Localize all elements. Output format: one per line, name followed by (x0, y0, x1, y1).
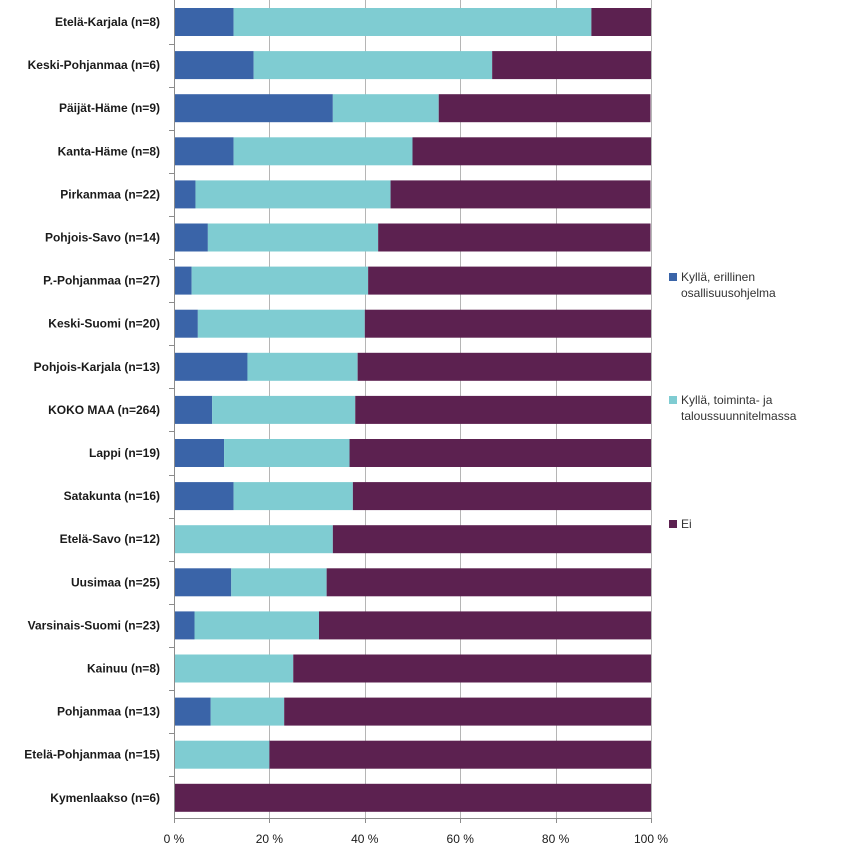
bar-segment-series-2 (269, 740, 651, 769)
bar-segment-series-0 (174, 395, 213, 424)
category-labels: Etelä-Karjala (n=8) Keski-Pohjanmaa (n=6)… (24, 15, 160, 805)
bar-segment-series-2 (591, 8, 651, 36)
bar-segment-series-0 (174, 352, 248, 381)
bar-segment-series-2 (368, 266, 651, 295)
category-label: Kanta-Häme (n=8) (58, 144, 160, 158)
bar-segment-series-2 (355, 395, 651, 424)
category-label: Etelä-Pohjanmaa (n=15) (24, 748, 160, 762)
category-label: Uusimaa (n=25) (71, 575, 160, 589)
legend-swatch (669, 396, 677, 404)
bars (174, 8, 651, 812)
category-label: Pohjois-Karjala (n=13) (34, 360, 160, 374)
bar-segment-series-0 (174, 482, 234, 511)
bar-segment-series-0 (174, 137, 234, 166)
category-label: Päijät-Häme (n=9) (59, 101, 160, 115)
legend-swatch (669, 520, 677, 528)
bar-segment-series-2 (319, 611, 651, 640)
bar-segment-series-2 (492, 51, 651, 80)
bar-segment-series-1 (253, 51, 493, 80)
bar-segment-series-2 (390, 180, 651, 209)
x-tick-label: 20 % (256, 832, 284, 846)
x-tick-label: 100 % (634, 832, 668, 846)
category-label: Keski-Suomi (n=20) (48, 317, 160, 331)
bar-segment-series-1 (174, 654, 294, 683)
bar-segment-series-2 (378, 223, 651, 252)
bar-segment-series-1 (224, 439, 350, 467)
legend: Kyllä, erillinen osallisuusohjelma Kyllä, … (669, 270, 797, 531)
bar-segment-series-2 (438, 94, 651, 123)
category-label: KOKO MAA (n=264) (48, 403, 160, 417)
category-label: Varsinais-Suomi (n=23) (28, 618, 160, 632)
bar-segment-series-0 (174, 439, 225, 467)
bar-segment-series-0 (174, 697, 211, 726)
bar-segment-series-1 (195, 180, 391, 209)
category-label: Satakunta (n=16) (64, 489, 160, 503)
bar-segment-series-0 (174, 94, 333, 123)
bar-segment-series-2 (332, 525, 651, 554)
category-label: Kymenlaakso (n=6) (50, 791, 160, 805)
category-label: Pirkanmaa (n=22) (60, 187, 160, 201)
bar-segment-series-0 (174, 223, 208, 252)
bar-segment-series-0 (174, 611, 195, 640)
bar-segment-series-1 (191, 266, 369, 295)
bar-segment-series-0 (174, 266, 192, 295)
category-label: Pohjanmaa (n=13) (57, 705, 160, 719)
bar-segment-series-1 (210, 697, 285, 726)
bar-segment-series-2 (174, 783, 651, 812)
legend-label: taloussuunnitelmassa (681, 409, 797, 423)
bar-segment-series-0 (174, 51, 254, 80)
bar-segment-series-2 (293, 654, 651, 683)
bar-segment-series-0 (174, 568, 232, 597)
bar-segment-series-2 (326, 568, 651, 597)
category-label: Etelä-Savo (n=12) (60, 532, 160, 546)
bar-segment-series-1 (233, 482, 353, 511)
x-tick-label: 0 % (164, 832, 185, 846)
legend-label: Kyllä, erillinen (681, 270, 755, 284)
bar-segment-series-2 (364, 309, 651, 338)
x-tick-labels: 0 % 20 % 40 % 60 % 80 % 100 % (164, 832, 669, 846)
bar-segment-series-2 (412, 137, 651, 166)
axes (169, 0, 652, 823)
bar-segment-series-1 (207, 223, 379, 252)
x-tick-label: 40 % (351, 832, 379, 846)
category-label: Pohjois-Savo (n=14) (45, 231, 160, 245)
legend-swatch (669, 273, 677, 281)
bar-segment-series-0 (174, 180, 196, 209)
bar-segment-series-2 (357, 352, 651, 381)
legend-label: Ei (681, 517, 692, 531)
bar-segment-series-1 (332, 94, 439, 123)
category-label: Etelä-Karjala (n=8) (55, 15, 160, 29)
bar-segment-series-1 (233, 8, 592, 36)
bar-segment-series-0 (174, 309, 198, 338)
category-label: Kainuu (n=8) (87, 662, 160, 676)
x-tick-label: 80 % (542, 832, 570, 846)
bar-segment-series-1 (247, 352, 358, 381)
category-label: Lappi (n=19) (89, 446, 160, 460)
bar-segment-series-1 (174, 525, 333, 554)
bar-segment-series-2 (284, 697, 651, 726)
category-label: Keski-Pohjanmaa (n=6) (28, 58, 160, 72)
category-label: P.-Pohjanmaa (n=27) (43, 274, 160, 288)
bar-segment-series-1 (212, 395, 356, 424)
bar-segment-series-1 (194, 611, 320, 640)
legend-label: Kyllä, toiminta- ja (681, 393, 773, 407)
bar-segment-series-1 (197, 309, 365, 338)
bar-segment-series-0 (174, 8, 234, 36)
x-tick-label: 60 % (447, 832, 475, 846)
legend-label: osallisuusohjelma (681, 286, 776, 300)
bar-segment-series-1 (231, 568, 327, 597)
bar-segment-series-1 (233, 137, 413, 166)
bar-segment-series-2 (349, 439, 651, 467)
bar-segment-series-2 (352, 482, 651, 511)
bar-segment-series-1 (174, 740, 270, 769)
